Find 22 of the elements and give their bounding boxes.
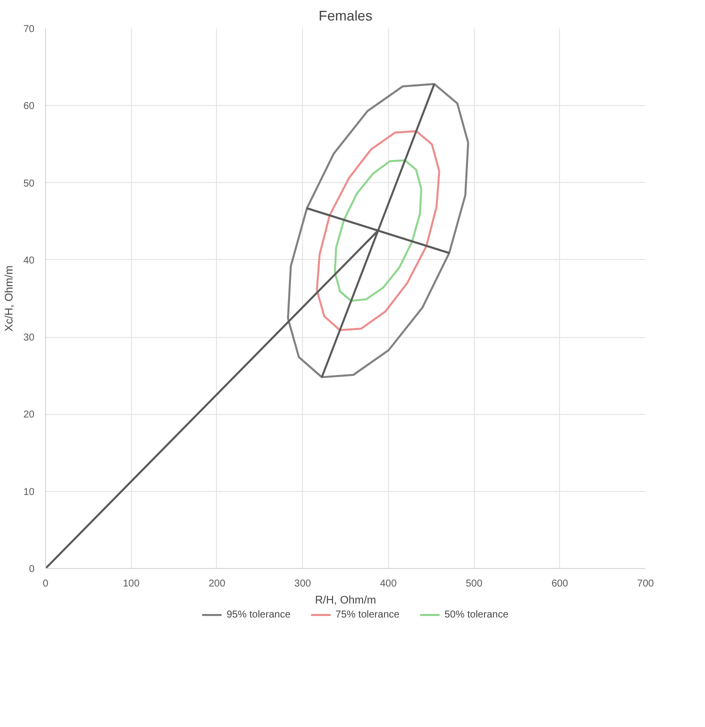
x-tick-label: 400 (380, 578, 398, 590)
y-tick-label: 40 (23, 255, 35, 266)
y-tick-label: 10 (23, 486, 35, 498)
x-axis-title: R/H, Ohm/m (314, 594, 376, 606)
legend-label: 75% tolerance (336, 609, 400, 620)
y-tick-label: 50 (23, 178, 35, 190)
x-tick-label: 100 (122, 578, 140, 590)
x-tick-label: 700 (637, 578, 654, 590)
x-tick-label: 500 (466, 578, 483, 590)
chart-title: Females (318, 8, 372, 24)
y-tick-label: 60 (23, 101, 35, 112)
x-tick-label: 200 (208, 578, 226, 590)
legend-label: 95% tolerance (226, 609, 291, 620)
y-tick-label: 30 (23, 332, 35, 344)
x-tick-label: 300 (294, 578, 312, 590)
legend-label: 50% tolerance (444, 609, 508, 620)
x-tick-label: 600 (551, 578, 569, 590)
y-tick-label: 0 (28, 564, 35, 575)
y-axis-title: Xc/H, Ohm/m (3, 265, 16, 332)
y-tick-label: 70 (23, 24, 35, 35)
x-tick-label: 0 (42, 578, 49, 590)
y-tick-label: 20 (23, 410, 35, 421)
